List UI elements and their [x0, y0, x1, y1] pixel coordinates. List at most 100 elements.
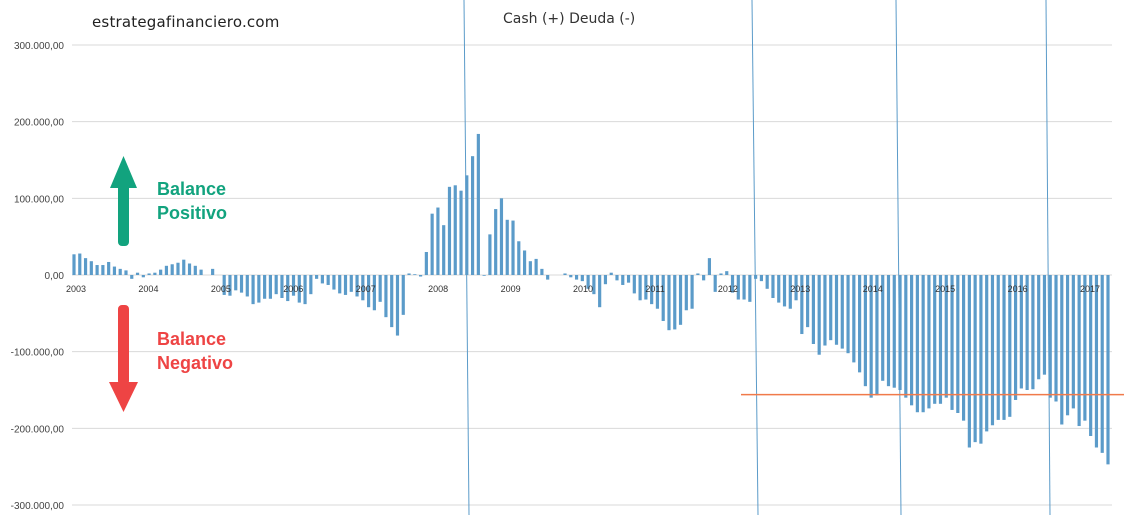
- vertical-line: [751, 0, 759, 515]
- bar: [990, 275, 995, 426]
- bar: [107, 261, 111, 275]
- bar: [447, 186, 452, 275]
- bar: [678, 275, 683, 325]
- x-axis-labels: 2003 2004 2005 2006 2007 2008 2009 2010 2011 2012…: [66, 284, 1100, 294]
- bar: [338, 275, 342, 294]
- bar: [193, 265, 197, 275]
- bar: [840, 275, 844, 349]
- bar: [211, 268, 215, 275]
- bar: [89, 261, 93, 275]
- bar: [546, 275, 550, 280]
- bar: [320, 275, 324, 284]
- bar: [794, 275, 798, 301]
- vertical-line: [1045, 0, 1051, 515]
- x-tick-label: 2012: [718, 284, 738, 294]
- bar: [384, 275, 388, 318]
- bar: [424, 252, 428, 275]
- bar: [159, 269, 163, 275]
- bar: [332, 275, 336, 290]
- bar: [1071, 275, 1075, 409]
- bar: [528, 261, 532, 275]
- y-tick-label: 200.000,00: [14, 118, 64, 129]
- y-axis-labels: 300.000,00 200.000,00 100.000,00 0,00 -100.0…: [11, 41, 65, 512]
- bar: [187, 263, 192, 275]
- bar: [713, 275, 717, 292]
- bar: [505, 219, 509, 275]
- bar: [985, 275, 989, 432]
- bar: [626, 275, 631, 283]
- bar: [615, 275, 619, 281]
- bar: [170, 264, 174, 275]
- chart-title: Cash (+) Deuda (-): [503, 11, 636, 27]
- bar: [268, 275, 272, 299]
- bar: [355, 275, 359, 297]
- bar: [574, 275, 579, 280]
- bar: [130, 275, 134, 279]
- bar: [465, 175, 469, 275]
- bar: [494, 209, 498, 275]
- vertical-trend-lines: [463, 0, 1051, 515]
- bar: [707, 258, 712, 275]
- bar: [1077, 275, 1081, 427]
- bar: [569, 275, 573, 278]
- bar: [395, 275, 400, 336]
- bar: [245, 275, 249, 297]
- bar: [234, 275, 238, 291]
- bar: [806, 275, 810, 328]
- balance-positive-label: Balance Positivo: [157, 177, 227, 225]
- bar: [730, 275, 735, 293]
- bar: [898, 275, 902, 390]
- bar: [1065, 275, 1070, 416]
- bar: [863, 275, 867, 387]
- bar: [927, 275, 931, 409]
- bar: [1054, 275, 1058, 402]
- bar: [511, 220, 515, 275]
- bar: [470, 156, 475, 275]
- bar: [834, 275, 839, 345]
- bar: [921, 275, 925, 413]
- bar: [72, 254, 76, 275]
- x-tick-label: 2004: [138, 284, 158, 294]
- bar: [522, 250, 527, 275]
- bar: [904, 275, 908, 398]
- bar: [1094, 275, 1099, 448]
- bar: [251, 275, 255, 305]
- bar: [719, 273, 723, 275]
- bar: [788, 275, 792, 309]
- bar: [886, 275, 891, 387]
- bar: [702, 275, 706, 281]
- bar: [661, 275, 665, 321]
- bar: [1025, 275, 1029, 390]
- bar: [361, 275, 365, 301]
- bar: [644, 275, 648, 300]
- bar: [1008, 275, 1012, 417]
- bar: [655, 275, 660, 309]
- bar: [517, 241, 521, 275]
- bar: [1083, 275, 1087, 421]
- bar: [673, 275, 677, 330]
- bar: [967, 275, 971, 448]
- bar: [858, 275, 862, 373]
- balance-positive-line1: Balance: [157, 179, 227, 199]
- bar: [800, 275, 804, 335]
- bar: [309, 275, 313, 295]
- gridlines: [72, 44, 1112, 506]
- bar: [263, 275, 267, 299]
- bar: [933, 275, 937, 404]
- bar: [413, 274, 417, 275]
- x-tick-label: 2011: [645, 284, 664, 294]
- y-tick-label: -200.000,00: [11, 424, 65, 435]
- bar: [690, 275, 694, 309]
- bar: [430, 213, 434, 275]
- bar: [875, 275, 879, 396]
- bar: [141, 275, 145, 278]
- bar: [297, 275, 301, 303]
- bar: [401, 275, 405, 315]
- bar: [938, 275, 943, 404]
- bar: [349, 275, 353, 292]
- bar: [228, 275, 232, 296]
- bar: [1048, 275, 1052, 398]
- x-tick-label: 2003: [66, 284, 86, 294]
- x-tick-label: 2009: [501, 284, 521, 294]
